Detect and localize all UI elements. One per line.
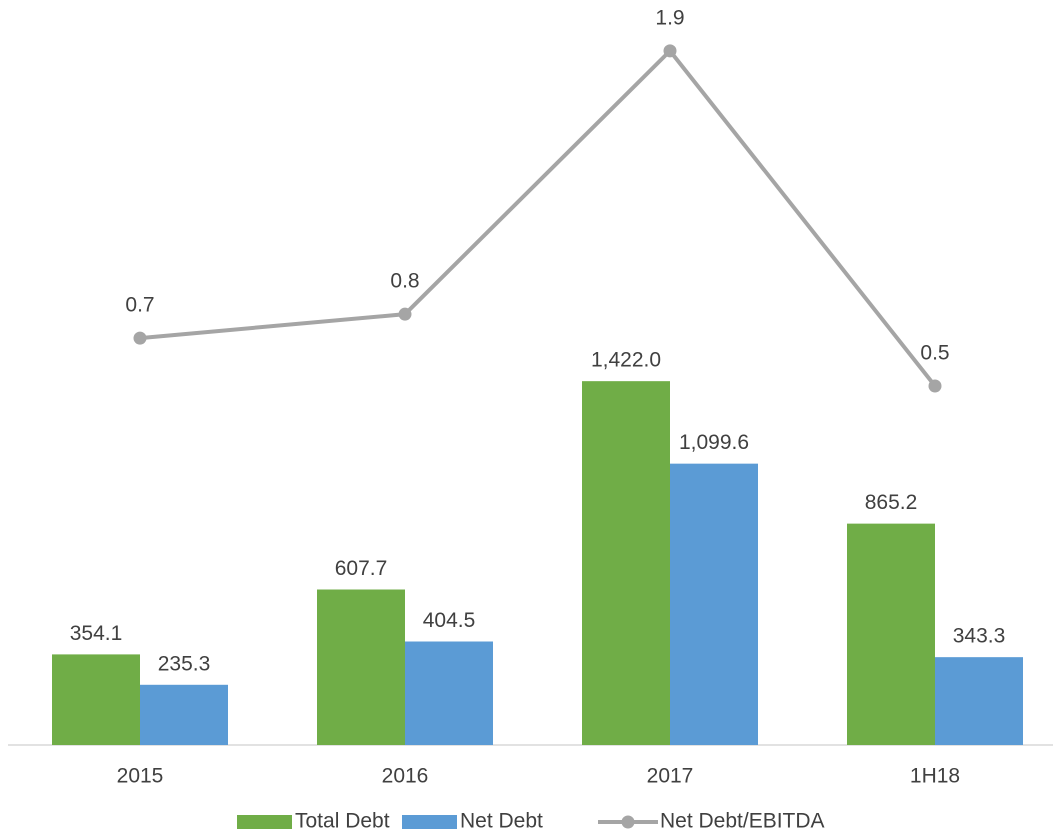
- x-tick-label: 2017: [647, 765, 694, 788]
- x-tick-label: 2015: [117, 765, 164, 788]
- legend-swatch: [402, 815, 457, 829]
- x-tick-label: 1H18: [910, 765, 960, 788]
- data-label: 343.3: [953, 625, 1006, 648]
- line-marker: [928, 379, 942, 393]
- legend-label: Total Debt: [295, 810, 390, 833]
- data-label: 1,422.0: [591, 349, 661, 372]
- bar: [847, 523, 935, 745]
- data-label: 404.5: [423, 609, 476, 632]
- bar: [405, 641, 493, 745]
- bar: [52, 654, 140, 745]
- legend-label: Net Debt/EBITDA: [660, 810, 825, 833]
- data-label: 1.9: [655, 6, 684, 29]
- x-tick-label: 2016: [382, 765, 429, 788]
- data-label: 1,099.6: [679, 431, 749, 454]
- data-label: 0.5: [920, 342, 949, 365]
- data-label: 354.1: [70, 622, 123, 645]
- bar: [317, 589, 405, 745]
- bar: [670, 463, 758, 745]
- data-label: 0.8: [390, 270, 419, 293]
- legend-swatch: [621, 815, 635, 829]
- data-label: 607.7: [335, 557, 388, 580]
- bar: [582, 381, 670, 745]
- line: [139, 47, 937, 388]
- line-marker: [133, 331, 147, 345]
- data-label: 0.7: [125, 294, 154, 317]
- legend-label: Net Debt: [460, 810, 543, 833]
- bar: [935, 657, 1023, 745]
- data-label: 235.3: [158, 652, 211, 675]
- bar: [140, 684, 228, 745]
- data-label: 865.2: [865, 491, 918, 514]
- line-marker: [663, 44, 677, 58]
- line-marker: [398, 307, 412, 321]
- legend-swatch: [237, 815, 292, 829]
